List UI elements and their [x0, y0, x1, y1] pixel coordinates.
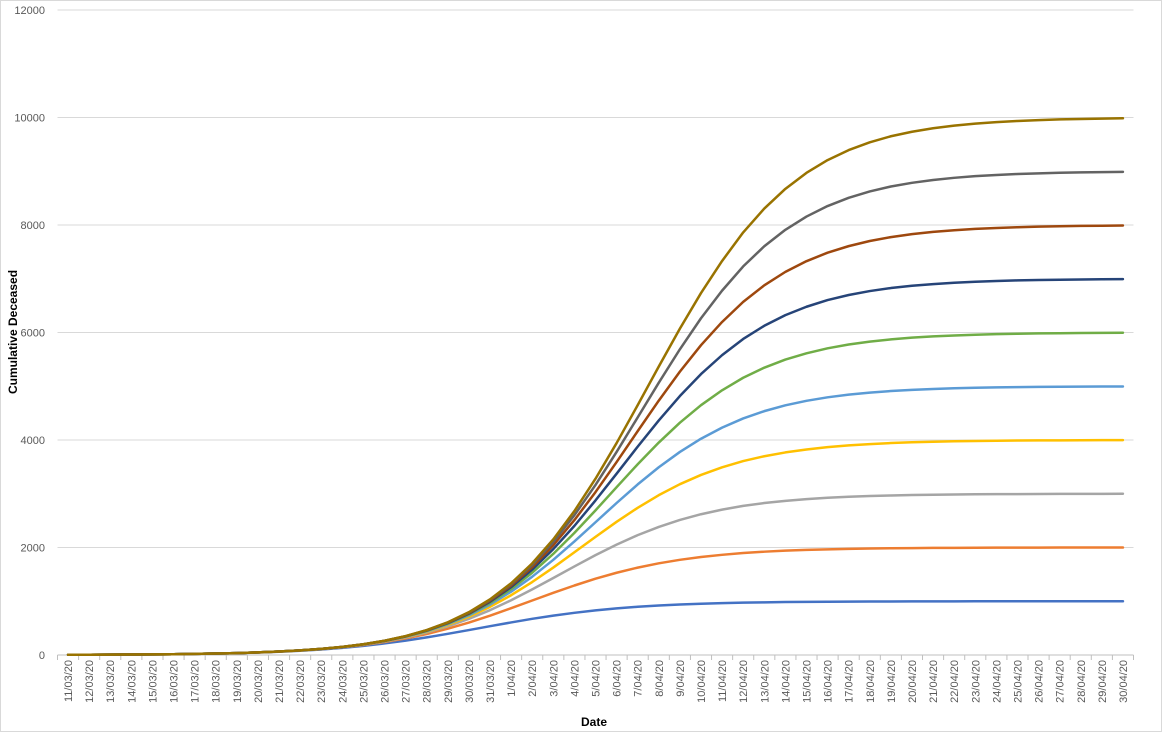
x-tick-label: 16/03/20	[169, 660, 181, 703]
x-tick-label: 19/03/20	[232, 660, 244, 703]
x-tick-label: 15/04/20	[801, 660, 813, 703]
x-tick-label: 31/03/20	[485, 660, 497, 703]
x-tick-label: 11/04/20	[717, 660, 729, 702]
x-tick-label: 28/04/20	[1076, 660, 1088, 703]
x-tick-label: 15/03/20	[147, 660, 159, 703]
x-tick-label: 30/04/20	[1118, 660, 1130, 703]
x-tick-label: 28/03/20	[422, 660, 434, 703]
x-tick-label: 19/04/20	[886, 660, 898, 703]
x-tick-label: 29/03/20	[443, 660, 455, 703]
x-tick-label: 22/04/20	[949, 660, 961, 703]
x-tick-label: 17/03/20	[190, 660, 202, 703]
x-tick-label: 25/04/20	[1012, 660, 1024, 703]
x-tick-label: 9/04/20	[675, 660, 687, 697]
x-tick-label: 8/04/20	[654, 660, 666, 697]
x-tick-label: 27/04/20	[1055, 660, 1067, 703]
x-tick-label: 23/03/20	[316, 660, 328, 703]
x-tick-label: 26/03/20	[380, 660, 392, 703]
x-tick-label: 11/03/20	[63, 660, 75, 702]
series-line	[66, 117, 1125, 657]
y-axis-title: Cumulative Deceased	[6, 270, 20, 394]
x-tick-label: 21/04/20	[928, 660, 940, 703]
x-tick-label: 12/04/20	[738, 660, 750, 703]
x-tick-label: 3/04/20	[548, 660, 560, 697]
x-tick-label: 20/04/20	[907, 660, 919, 703]
x-tick-label: 4/04/20	[569, 660, 581, 697]
x-tick-label: 29/04/20	[1097, 660, 1109, 703]
x-tick-label: 7/04/20	[633, 660, 645, 697]
x-tick-label: 10/04/20	[696, 660, 708, 703]
y-tick-label: 8000	[21, 220, 45, 232]
y-tick-label: 2000	[21, 543, 45, 555]
x-tick-label: 1/04/20	[506, 660, 518, 697]
x-tick-label: 6/04/20	[612, 660, 624, 697]
x-tick-label: 24/04/20	[991, 660, 1003, 703]
x-tick-label: 18/04/20	[865, 660, 877, 703]
x-tick-label: 13/03/20	[105, 660, 117, 703]
x-tick-label: 14/04/20	[780, 660, 792, 703]
y-tick-label: 6000	[21, 328, 45, 340]
x-tick-label: 5/04/20	[591, 660, 603, 697]
x-tick-label: 13/04/20	[759, 660, 771, 703]
y-tick-label: 0	[39, 650, 45, 662]
y-tick-label: 4000	[21, 435, 45, 447]
x-tick-label: 14/03/20	[126, 660, 138, 703]
x-tick-label: 12/03/20	[84, 660, 96, 703]
x-tick-label: 26/04/20	[1034, 660, 1046, 703]
x-tick-label: 18/03/20	[211, 660, 223, 703]
x-tick-label: 30/03/20	[464, 660, 476, 703]
x-tick-label: 25/03/20	[358, 660, 370, 703]
x-tick-label: 16/04/20	[823, 660, 835, 703]
y-tick-label: 12000	[14, 5, 45, 17]
x-tick-label: 23/04/20	[970, 660, 982, 703]
x-tick-label: 17/04/20	[844, 660, 856, 703]
x-tick-label: 20/03/20	[253, 660, 265, 703]
x-tick-label: 27/03/20	[401, 660, 413, 703]
x-tick-label: 2/04/20	[527, 660, 539, 697]
x-tick-label: 22/03/20	[295, 660, 307, 703]
x-tick-label: 21/03/20	[274, 660, 286, 703]
x-tick-label: 24/03/20	[337, 660, 349, 703]
x-axis-title: Date	[581, 715, 607, 729]
y-tick-label: 10000	[14, 113, 45, 125]
